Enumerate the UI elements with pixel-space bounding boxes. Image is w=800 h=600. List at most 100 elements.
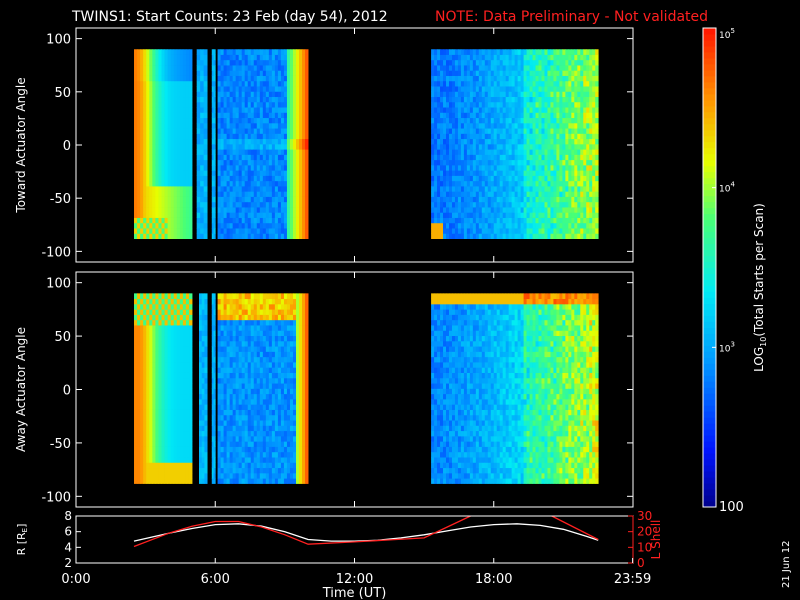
heatmap-cell	[274, 133, 279, 140]
heatmap-cell	[262, 201, 267, 208]
heatmap-cell	[262, 143, 267, 150]
heatmap-cell	[196, 96, 201, 103]
heatmap-cell	[283, 149, 288, 155]
heatmap-cell	[182, 319, 187, 326]
heatmap-cell	[213, 212, 216, 218]
heatmap-cell	[535, 86, 539, 92]
heatmap-cell	[217, 414, 221, 421]
heatmap-cell	[140, 170, 144, 176]
heatmap-cell	[232, 112, 237, 119]
heatmap-cell	[259, 164, 264, 171]
heatmap-cell	[562, 133, 566, 140]
heatmap-cell	[256, 222, 261, 229]
heatmap-cell	[550, 233, 554, 239]
heatmap-cell	[173, 451, 178, 458]
heatmap-cell	[544, 201, 548, 208]
heatmap-cell	[556, 138, 560, 145]
heatmap-cell	[472, 112, 477, 119]
heatmap-cell	[523, 101, 527, 108]
heatmap-cell	[577, 233, 581, 239]
heatmap-cell	[149, 330, 153, 337]
heatmap-cell	[164, 175, 169, 182]
heatmap-cell	[203, 96, 208, 103]
heatmap-cell	[158, 356, 162, 363]
heatmap-cell	[490, 228, 495, 234]
heatmap-cell	[454, 96, 459, 103]
heatmap-cell	[517, 86, 521, 92]
heatmap-cell	[164, 49, 169, 55]
heatmap-cell	[149, 233, 153, 239]
heatmap-cell	[493, 75, 498, 82]
heatmap-cell	[293, 107, 297, 113]
heatmap-cell	[167, 49, 172, 55]
heatmap-cell	[182, 180, 187, 187]
heatmap-cell	[158, 425, 162, 432]
heatmap-cell	[161, 462, 165, 469]
heatmap-cell	[199, 298, 203, 305]
heatmap-cell	[286, 180, 291, 187]
heatmap-cell	[256, 112, 261, 119]
heatmap-cell	[149, 191, 153, 197]
heatmap-cell	[487, 222, 492, 229]
heatmap-cell	[201, 467, 205, 474]
heatmap-cell	[256, 96, 261, 103]
heatmap-cell	[173, 478, 178, 484]
heatmap-cell	[529, 70, 533, 76]
heatmap-cell	[229, 65, 234, 71]
heatmap-cell	[556, 180, 560, 187]
heatmap-cell	[201, 325, 205, 331]
heatmap-cell	[226, 128, 231, 134]
heatmap-cell	[155, 143, 159, 150]
heatmap-cell	[161, 101, 165, 108]
heatmap-cell	[185, 164, 190, 171]
heatmap-cell	[302, 101, 306, 108]
heatmap-cell	[199, 478, 203, 484]
heatmap-cell	[475, 59, 480, 66]
heatmap-cell	[188, 362, 193, 368]
heatmap-cell	[595, 65, 599, 71]
heatmap-cell	[508, 180, 513, 187]
heatmap-cell	[502, 170, 507, 176]
heatmap-cell	[508, 65, 513, 71]
heatmap-cell	[451, 107, 456, 113]
heatmap-cell	[541, 75, 545, 82]
heatmap-cell	[296, 91, 300, 98]
heatmap-cell	[289, 201, 294, 208]
heatmap-cell	[223, 478, 228, 484]
heatmap-cell	[472, 222, 477, 229]
heatmap-cell	[173, 356, 178, 363]
heatmap-cell	[431, 186, 435, 192]
heatmap-cell	[182, 96, 187, 103]
heatmap-cell	[571, 217, 575, 224]
heatmap-cell	[143, 196, 147, 203]
heatmap-cell	[146, 293, 150, 300]
heatmap-cell	[167, 478, 172, 484]
heatmap-cell	[241, 59, 246, 66]
heatmap-cell	[443, 59, 447, 66]
heatmap-cell	[185, 201, 190, 208]
heatmap-cell	[199, 319, 203, 326]
heatmap-cell	[448, 75, 453, 82]
heatmap-cell	[223, 180, 228, 187]
heatmap-cell	[188, 75, 193, 82]
heatmap-cell	[481, 80, 486, 87]
heatmap-cell	[502, 228, 507, 234]
heatmap-cell	[574, 75, 578, 82]
heatmap-cell	[448, 180, 453, 187]
heatmap-cell	[440, 96, 444, 103]
heatmap-cell	[595, 222, 599, 229]
heatmap-cell	[289, 217, 294, 224]
heatmap-cell	[134, 143, 138, 150]
heatmap-cell	[223, 435, 228, 442]
heatmap-cell	[553, 107, 557, 113]
heatmap-cell	[454, 80, 459, 87]
heatmap-cell	[463, 180, 468, 187]
heatmap-cell	[211, 54, 214, 61]
heatmap-cell	[302, 54, 306, 61]
heatmap-cell	[176, 70, 181, 76]
heatmap-cell	[463, 107, 468, 113]
heatmap-cell	[137, 356, 141, 363]
heatmap-cell	[274, 54, 279, 61]
heatmap-cell	[161, 393, 165, 400]
heatmap-cell	[538, 91, 542, 98]
